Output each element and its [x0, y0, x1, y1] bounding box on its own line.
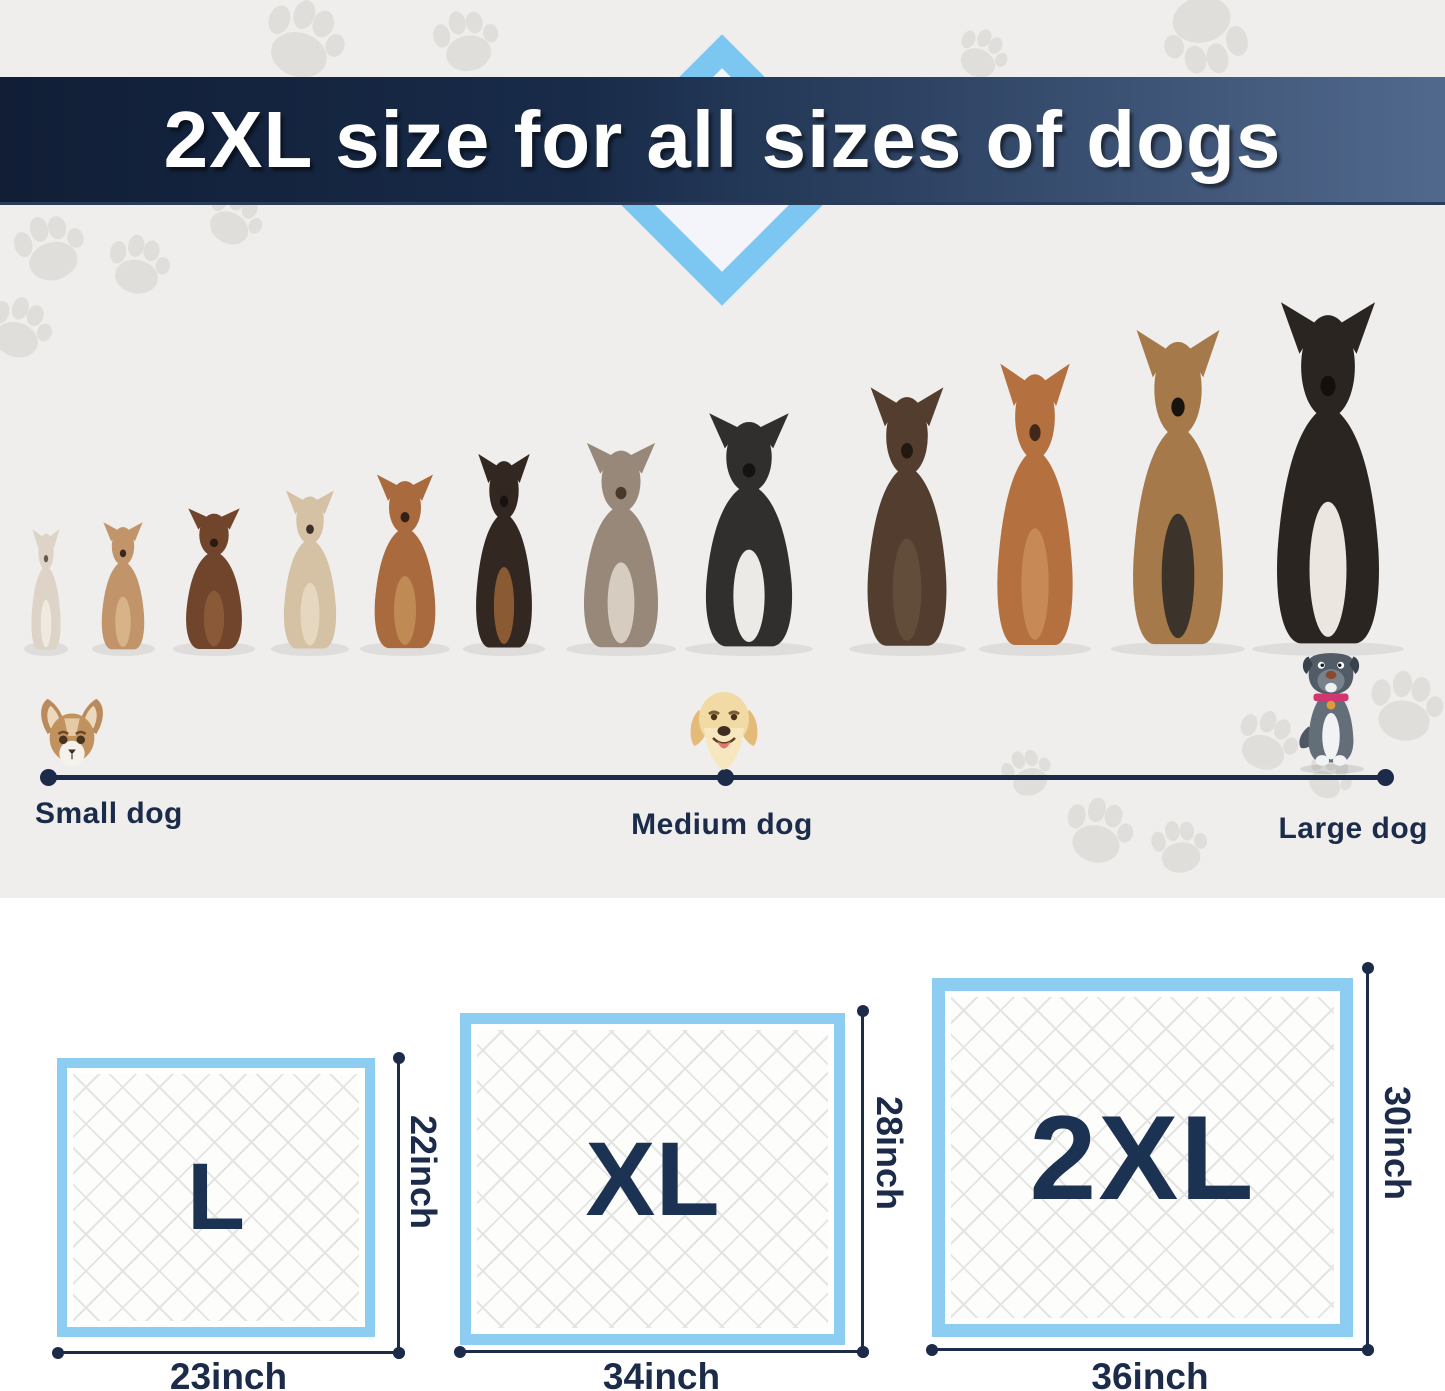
large-dog-label: Large dog [1278, 812, 1428, 845]
scale-dot-large [1377, 769, 1394, 786]
pad-2xl-letter: 2XL [1029, 1090, 1256, 1225]
pad-xl-height-value: 28inch [869, 1095, 910, 1211]
golden-retriever-head-icon [690, 692, 758, 770]
title-banner: 2XL size for all sizes of dogs [0, 77, 1445, 205]
scale-dot-medium [717, 769, 734, 786]
pad-l-height-dimension-line [397, 1057, 400, 1354]
pad-xl-illustration: XL [460, 1013, 845, 1345]
pad-2xl-height-value: 30inch [1377, 1085, 1418, 1201]
pad-l-illustration: L [57, 1058, 375, 1337]
medium-dog-label: Medium dog [631, 808, 813, 841]
pad-2xl-height-dimension-line [1366, 967, 1369, 1351]
pad-xl-width-dimension-line [459, 1350, 864, 1353]
pad-l-width-value: 23inch [169, 1356, 288, 1391]
pad-l-width-dimension-line [57, 1351, 400, 1354]
pad-xl-width-value: 34inch [602, 1356, 721, 1391]
pad-l-letter: L [186, 1144, 246, 1250]
small-dog-label: Small dog [35, 797, 183, 830]
pad-l-height-value: 22inch [403, 1114, 444, 1230]
pad-xl-height-dimension-line [861, 1010, 864, 1353]
banner-title: 2XL size for all sizes of dogs [163, 94, 1282, 184]
size-scale-line [48, 775, 1385, 780]
pad-2xl-width-value: 36inch [1091, 1356, 1209, 1391]
pad-2xl-illustration: 2XL [932, 978, 1353, 1337]
pad-2xl-width-dimension-line [931, 1348, 1369, 1351]
gray-sitting-dog-icon [1299, 653, 1360, 766]
chihuahua-head-icon [41, 698, 103, 767]
scale-dot-small [40, 769, 57, 786]
pad-xl-letter: XL [585, 1120, 720, 1238]
